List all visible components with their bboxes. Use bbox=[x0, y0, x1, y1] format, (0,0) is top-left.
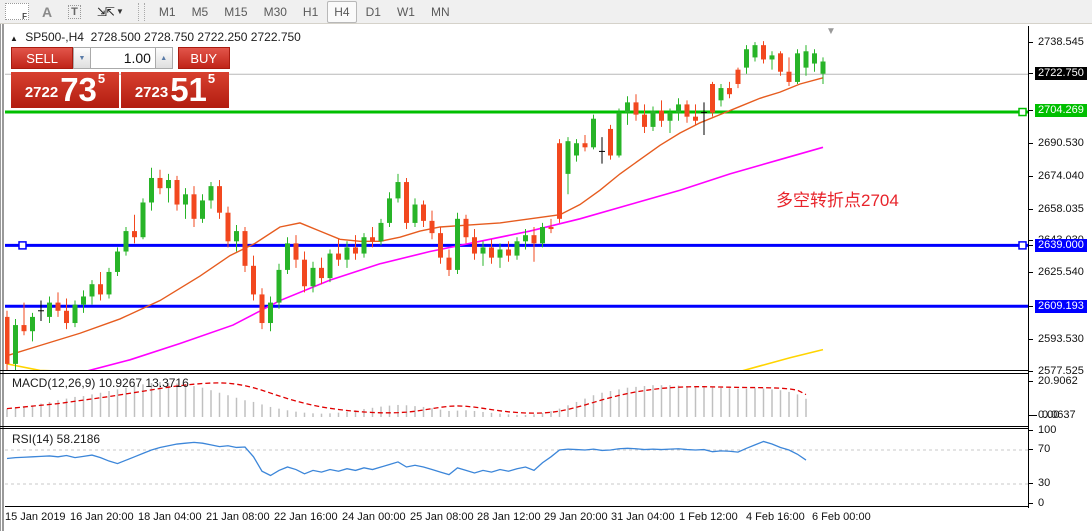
price-axis[interactable]: 2738.545 2722.750 2704.269 2690.530 2674.040… bbox=[1029, 24, 1092, 531]
axis-divider bbox=[1028, 26, 1029, 508]
axis-date-label: 28 Jan 12:00 bbox=[477, 511, 541, 523]
rsi-plot[interactable] bbox=[5, 429, 1028, 506]
rsi-canvas[interactable] bbox=[5, 429, 1028, 506]
axis-date-label: 6 Feb 00:00 bbox=[812, 511, 871, 523]
chart-title: ▲ SP500-,H4 2728.500 2728.750 2722.250 2… bbox=[10, 30, 301, 44]
axis-date-label: 4 Feb 16:00 bbox=[746, 511, 805, 523]
timeframe-button-m5[interactable]: M5 bbox=[191, 4, 209, 19]
axis-price-label: 70 bbox=[1029, 442, 1053, 456]
timeframe-button-m30[interactable]: M30 bbox=[263, 4, 287, 19]
date-axis[interactable]: 15 Jan 2019 16 Jan 20:00 18 Jan 04:00 21 Ja… bbox=[5, 506, 1028, 529]
sell-price-sup: 5 bbox=[97, 71, 106, 86]
buy-price-sup: 5 bbox=[207, 71, 216, 86]
grid-f-icon: F bbox=[5, 3, 29, 21]
macd-plot[interactable] bbox=[5, 374, 1028, 426]
axis-date-label: 29 Jan 20:00 bbox=[544, 511, 608, 523]
spin-up-icon: ▲ bbox=[160, 54, 168, 62]
axis-date-label: 31 Jan 04:00 bbox=[611, 511, 675, 523]
axis-price-label: 2690.530 bbox=[1029, 136, 1087, 150]
axis-date-label: 1 Feb 12:00 bbox=[679, 511, 738, 523]
axis-price-label: 2738.545 bbox=[1029, 35, 1087, 49]
axis-price-label: 0.0637 bbox=[1033, 408, 1079, 422]
chevron-down-icon: ▼ bbox=[115, 7, 124, 16]
text-label-icon: T bbox=[68, 4, 81, 19]
axis-price-label: 0.00 bbox=[1029, 408, 1062, 422]
chart-window: ▲ SP500-,H4 2728.500 2728.750 2722.250 2… bbox=[0, 24, 1092, 531]
macd-label: MACD(12,26,9) 10.9267 13.3716 bbox=[12, 376, 189, 390]
timeframe-button-h1[interactable]: H1 bbox=[302, 4, 319, 19]
volume-decrease-button[interactable]: ▼ bbox=[73, 47, 91, 69]
axis-price-label: 100 bbox=[1029, 423, 1059, 437]
axis-price-label: 2704.269 bbox=[1029, 103, 1087, 117]
chart-shift-triangle-icon[interactable]: ▼ bbox=[826, 26, 836, 37]
axis-date-label: 18 Jan 04:00 bbox=[138, 511, 202, 523]
letter-a-icon: A bbox=[42, 3, 53, 20]
axis-price-label: 2577.525 bbox=[1029, 364, 1087, 378]
toolbar-separator bbox=[137, 2, 145, 21]
arrow-objects-icon: ⇲⇱ bbox=[96, 4, 115, 19]
sell-price-big: 73 bbox=[60, 71, 97, 108]
arrow-objects-button[interactable]: ⇲⇱ ▼ bbox=[90, 1, 131, 23]
timeframe-button-mn[interactable]: MN bbox=[430, 4, 450, 19]
spin-down-icon: ▼ bbox=[78, 54, 86, 62]
axis-date-label: 21 Jan 08:00 bbox=[206, 511, 270, 523]
axis-date-label: 22 Jan 16:00 bbox=[274, 511, 338, 523]
axis-price-label: 20.9062 bbox=[1029, 374, 1081, 388]
macd-canvas[interactable] bbox=[5, 374, 1028, 426]
text-label-button[interactable]: T bbox=[61, 1, 88, 23]
axis-price-label: 30 bbox=[1029, 476, 1053, 490]
window-left-edge bbox=[0, 24, 4, 531]
axis-price-label: 2658.035 bbox=[1029, 202, 1087, 216]
axis-price-label: 2593.530 bbox=[1029, 332, 1087, 346]
timeframe-bar: M1 M5 M15 M30 H1 H4 D1 W1 MN bbox=[151, 0, 458, 23]
axis-price-label: 2625.540 bbox=[1029, 265, 1087, 279]
volume-input[interactable]: 1.00 bbox=[90, 47, 155, 69]
timeframe-button-d1[interactable]: D1 bbox=[365, 4, 381, 19]
sell-price-box[interactable]: 2722 73 5 bbox=[11, 71, 119, 108]
timeframe-button-m1[interactable]: M1 bbox=[158, 4, 176, 19]
buy-price-box[interactable]: 2723 51 5 bbox=[121, 71, 229, 108]
timeframe-button-w1[interactable]: W1 bbox=[396, 4, 415, 19]
timeframe-button-h4[interactable]: H4 bbox=[327, 0, 357, 23]
axis-date-label: 25 Jan 08:00 bbox=[410, 511, 474, 523]
axis-price-label: 2722.750 bbox=[1029, 66, 1087, 80]
axis-price-label: 2609.193 bbox=[1029, 299, 1087, 313]
axis-price-label: 2674.040 bbox=[1029, 169, 1087, 183]
buy-button[interactable]: BUY bbox=[177, 47, 230, 69]
buy-price-big: 51 bbox=[170, 71, 207, 108]
sell-price-prefix: 2722 bbox=[24, 84, 59, 101]
ohlc-readout: 2728.500 2728.750 2722.250 2722.750 bbox=[90, 30, 301, 44]
axis-price-label: 0 bbox=[1029, 496, 1047, 510]
buy-price-prefix: 2723 bbox=[134, 84, 169, 101]
sell-button[interactable]: SELL bbox=[11, 47, 74, 69]
symbol-period-label: SP500-,H4 bbox=[25, 30, 84, 44]
cursor-a-button[interactable]: A bbox=[35, 1, 59, 23]
axis-date-label: 15 Jan 2019 bbox=[5, 511, 66, 523]
volume-increase-button[interactable]: ▲ bbox=[154, 47, 173, 69]
collapse-triangle-icon[interactable]: ▲ bbox=[10, 34, 18, 43]
axis-date-label: 16 Jan 20:00 bbox=[70, 511, 134, 523]
axis-date-label: 24 Jan 00:00 bbox=[342, 511, 406, 523]
chinese-annotation-text: 多空转折点2704 bbox=[776, 191, 899, 210]
grid-f-button[interactable]: F bbox=[1, 1, 33, 23]
toolbar: F A T ⇲⇱ ▼ M1 M5 M15 M30 H1 H4 D1 W1 MN bbox=[0, 0, 1092, 24]
rsi-label: RSI(14) 58.2186 bbox=[12, 432, 101, 446]
timeframe-button-m15[interactable]: M15 bbox=[224, 4, 248, 19]
axis-price-label: 2639.000 bbox=[1029, 238, 1087, 252]
one-click-trade-panel: SELL ▼ 1.00 ▲ BUY 2722 73 5 2723 51 5 bbox=[11, 47, 230, 108]
